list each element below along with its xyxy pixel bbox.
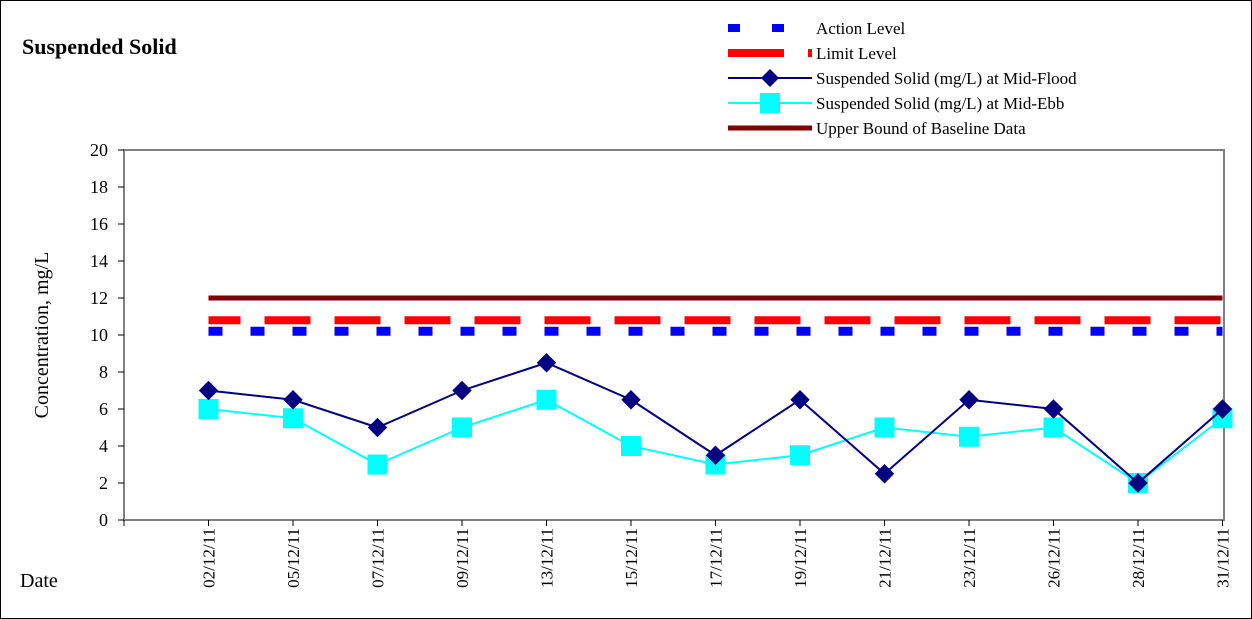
- data-point: [367, 454, 388, 475]
- y-tick-label: 20: [90, 140, 108, 160]
- legend: Action Level Limit Level Suspended Solid (…: [728, 19, 1077, 138]
- y-tick-label: 10: [90, 325, 108, 345]
- legend-label: Suspended Solid (mg/L) at Mid-Ebb: [816, 94, 1064, 113]
- x-tick-label: 23/12/11: [960, 528, 979, 588]
- series-layer: [198, 295, 1233, 493]
- data-point: [621, 390, 641, 410]
- legend-item: Limit Level: [728, 44, 897, 63]
- data-point: [621, 436, 641, 456]
- x-tick-label: 17/12/11: [707, 528, 726, 588]
- data-point: [198, 399, 219, 419]
- legend-item: Suspended Solid (mg/L) at Mid-Ebb: [728, 93, 1064, 113]
- y-tick-label: 2: [99, 473, 108, 493]
- data-point: [283, 408, 303, 429]
- legend-label: Limit Level: [816, 44, 897, 63]
- x-tick-label: 07/12/11: [369, 528, 388, 588]
- x-tick-label: 15/12/11: [622, 528, 641, 588]
- data-point: [536, 353, 557, 373]
- x-tick-label: 31/12/11: [1214, 528, 1233, 588]
- y-tick-label: 6: [99, 399, 108, 419]
- y-tick-label: 16: [90, 214, 108, 234]
- series-2: [198, 353, 1233, 493]
- data-point: [790, 390, 810, 410]
- y-axis: 0 2 4 6 8 10 12 14 16 18 20: [90, 140, 124, 530]
- x-tick-label: 05/12/11: [284, 528, 303, 588]
- legend-label: Upper Bound of Baseline Data: [816, 119, 1026, 138]
- x-axis: 02/12/11 05/12/11 07/12/11 09/12/11 13/12/11…: [123, 520, 1233, 588]
- y-tick-label: 12: [90, 288, 108, 308]
- data-point: [367, 417, 388, 438]
- y-tick-label: 8: [99, 362, 108, 382]
- data-point: [452, 380, 472, 401]
- chart-title: Suspended Solid: [22, 34, 177, 59]
- data-point: [1043, 399, 1064, 419]
- x-tick-label: 02/12/11: [200, 528, 219, 588]
- data-point: [536, 389, 557, 410]
- y-axis-label: Concentration, mg/L: [31, 252, 53, 419]
- x-tick-label: 13/12/11: [538, 528, 557, 588]
- data-point: [705, 445, 726, 465]
- legend-label: Action Level: [816, 19, 905, 38]
- x-tick-label: 26/12/11: [1045, 528, 1064, 588]
- data-point: [452, 417, 472, 438]
- data-point: [790, 445, 810, 466]
- y-tick-label: 0: [99, 510, 108, 530]
- data-point: [959, 390, 979, 410]
- data-point: [1043, 417, 1064, 438]
- data-point: [959, 426, 979, 447]
- legend-item: Upper Bound of Baseline Data: [728, 119, 1026, 138]
- data-point: [874, 417, 895, 438]
- y-tick-label: 4: [99, 436, 108, 456]
- legend-marker: [761, 69, 779, 87]
- data-point: [1128, 473, 1148, 493]
- legend-item: Suspended Solid (mg/L) at Mid-Flood: [728, 69, 1077, 88]
- legend-label: Suspended Solid (mg/L) at Mid-Flood: [816, 69, 1077, 88]
- data-point: [1212, 399, 1233, 419]
- x-axis-label: Date: [20, 570, 58, 592]
- legend-item: Action Level: [728, 19, 905, 38]
- legend-marker: [760, 93, 780, 113]
- data-point: [198, 380, 219, 401]
- y-tick-label: 14: [90, 251, 108, 271]
- data-point: [874, 464, 895, 484]
- x-tick-label: 09/12/11: [453, 528, 472, 588]
- x-tick-label: 19/12/11: [791, 528, 810, 588]
- y-tick-label: 18: [90, 177, 108, 197]
- x-tick-label: 28/12/11: [1129, 528, 1148, 588]
- x-tick-label: 21/12/11: [876, 528, 895, 588]
- data-point: [283, 390, 303, 410]
